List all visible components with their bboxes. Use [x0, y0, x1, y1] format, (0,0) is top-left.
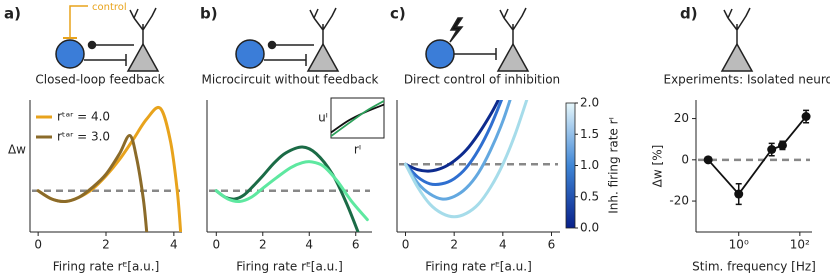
- panel-label: d): [680, 5, 698, 23]
- diagram-c: [425, 7, 530, 72]
- data-point: [703, 155, 713, 165]
- inset-y-label: uᴵ: [318, 111, 328, 125]
- legend-label: rᵗᵃʳ = 4.0: [57, 110, 110, 124]
- control-label: control: [92, 2, 127, 13]
- diagram-d: [720, 7, 754, 72]
- inhibition: [264, 54, 307, 66]
- y-axis-label: Δw [%]: [651, 145, 665, 188]
- panel-title: Microcircuit without feedback: [201, 73, 378, 87]
- panel-label: a): [4, 5, 21, 23]
- data-point: [734, 189, 744, 199]
- panel-label: b): [200, 5, 218, 23]
- dendrites: [723, 7, 751, 44]
- colorbar-tick-label: 0.0: [580, 221, 599, 235]
- data-point: [777, 140, 787, 150]
- series-line: [404, 100, 512, 201]
- series-line: [707, 115, 807, 196]
- control-line: [69, 5, 88, 38]
- inhibition: [454, 48, 497, 60]
- colorbar-tick-label: 2.0: [580, 96, 599, 110]
- interneuron: [55, 39, 85, 69]
- colorbar-label: Inh. firing rate rᴵ: [607, 117, 621, 214]
- panel-title: Direct control of inhibition: [404, 73, 560, 87]
- y-axis-label: Δw: [8, 143, 26, 157]
- x-tick-label: 2: [102, 238, 110, 252]
- neuron: [496, 42, 530, 72]
- x-tick-label: 4: [170, 238, 178, 252]
- x-axis-label: Firing rate rᴱ[a.u.]: [53, 260, 160, 274]
- x-tick-label: 6: [352, 238, 360, 252]
- panel-label: c): [390, 5, 406, 23]
- colorbar-tick-label: 1.5: [580, 127, 599, 141]
- dendrites: [129, 7, 157, 44]
- inset-x-label: rᴵ: [354, 143, 361, 157]
- series-line: [404, 100, 504, 187]
- x-tick-label: 10²: [790, 238, 810, 252]
- y-tick-label: -20: [669, 194, 689, 208]
- x-tick-label: 0: [34, 238, 42, 252]
- interneuron: [425, 39, 455, 69]
- x-axis-label: Stim. frequency [Hz]: [692, 260, 816, 274]
- series-line: [404, 100, 529, 219]
- diagram-a: [55, 5, 160, 72]
- neuron: [126, 42, 160, 72]
- x-axis-label: Firing rate rᴱ[a.u.]: [425, 260, 532, 274]
- x-tick-label: 0: [402, 238, 410, 252]
- diagram-b: [235, 7, 340, 72]
- data-point: [767, 145, 777, 154]
- lightning: [449, 17, 464, 43]
- data-point: [801, 112, 811, 121]
- colorbar-tick-label: 1.0: [580, 158, 599, 172]
- neuron: [306, 42, 340, 72]
- neuron: [720, 42, 754, 72]
- inhibition: [84, 54, 127, 66]
- x-tick-label: 2: [450, 238, 458, 252]
- series-line: [214, 160, 369, 222]
- series-line: [331, 100, 384, 138]
- x-tick-label: 0: [212, 238, 220, 252]
- dendrites: [309, 7, 337, 44]
- colorbar-tick-label: 0.5: [580, 189, 599, 203]
- x-tick-label: 10⁰: [729, 238, 749, 252]
- interneuron: [235, 39, 265, 69]
- x-tick-label: 4: [305, 238, 313, 252]
- series-line: [404, 100, 500, 173]
- panel-title: Experiments: Isolated neuron: [664, 73, 830, 87]
- panel-title: Closed-loop feedback: [35, 73, 164, 87]
- y-tick-label: 20: [674, 111, 689, 125]
- dendrites: [499, 7, 527, 44]
- x-tick-label: 4: [499, 238, 507, 252]
- x-tick-label: 2: [259, 238, 267, 252]
- series-line: [331, 103, 384, 134]
- colorbar: [565, 102, 576, 229]
- x-axis-label: Firing rate rᴱ[a.u.]: [236, 260, 343, 274]
- y-tick-label: 0: [681, 152, 689, 166]
- x-tick-label: 6: [548, 238, 556, 252]
- legend-label: rᵗᵃʳ = 3.0: [57, 130, 110, 144]
- series-line: [36, 134, 149, 232]
